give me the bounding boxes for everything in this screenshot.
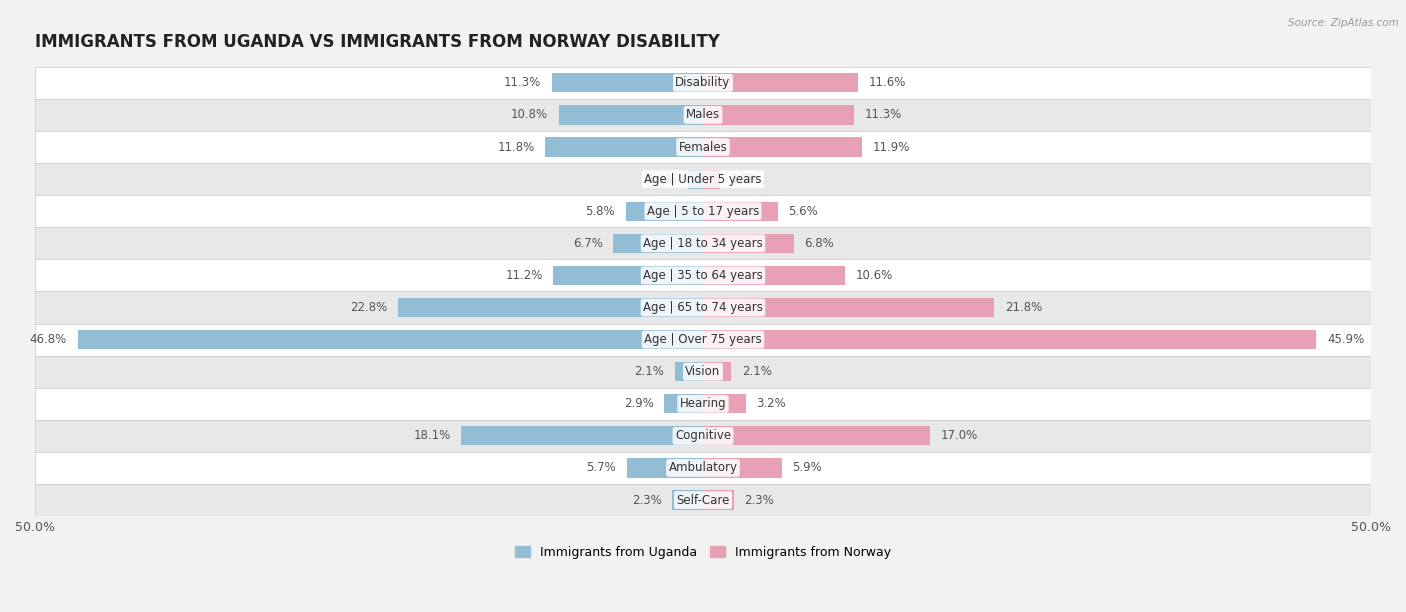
Text: 2.1%: 2.1% [634,365,664,378]
Bar [703,426,931,446]
Text: Source: ZipAtlas.com: Source: ZipAtlas.com [1288,18,1399,28]
Text: 11.3%: 11.3% [505,76,541,89]
Text: Vision: Vision [685,365,721,378]
Text: Age | 35 to 64 years: Age | 35 to 64 years [643,269,763,282]
Text: 11.9%: 11.9% [873,141,910,154]
Text: 45.9%: 45.9% [1327,333,1364,346]
Bar [703,298,994,317]
Text: Age | Under 5 years: Age | Under 5 years [644,173,762,185]
Bar [613,234,703,253]
Text: 2.1%: 2.1% [742,365,772,378]
Bar [77,330,703,349]
Text: Age | 5 to 17 years: Age | 5 to 17 years [647,205,759,218]
Text: 1.1%: 1.1% [648,173,678,185]
Bar [35,259,1371,291]
Text: 5.9%: 5.9% [793,461,823,474]
Bar [35,388,1371,420]
Bar [35,67,1371,99]
Text: Age | 18 to 34 years: Age | 18 to 34 years [643,237,763,250]
Bar [672,490,703,510]
Text: 22.8%: 22.8% [350,301,388,314]
Text: 2.9%: 2.9% [624,397,654,410]
Bar [664,394,703,413]
Text: 11.3%: 11.3% [865,108,901,121]
Bar [554,266,703,285]
Text: 11.6%: 11.6% [869,76,905,89]
Bar [703,266,845,285]
Text: Males: Males [686,108,720,121]
Text: Self-Care: Self-Care [676,493,730,507]
Text: 2.3%: 2.3% [631,493,662,507]
Bar [675,362,703,381]
Bar [703,362,731,381]
Bar [35,484,1371,516]
Bar [35,131,1371,163]
Bar [703,234,794,253]
Text: Ambulatory: Ambulatory [668,461,738,474]
Bar [35,324,1371,356]
Bar [703,73,858,92]
Bar [546,138,703,157]
Bar [35,99,1371,131]
Text: Cognitive: Cognitive [675,430,731,442]
Text: 5.6%: 5.6% [789,205,818,218]
Text: IMMIGRANTS FROM UGANDA VS IMMIGRANTS FROM NORWAY DISABILITY: IMMIGRANTS FROM UGANDA VS IMMIGRANTS FRO… [35,34,720,51]
Bar [703,490,734,510]
Bar [553,73,703,92]
Bar [35,227,1371,259]
Bar [35,452,1371,484]
Bar [35,195,1371,227]
Bar [703,394,745,413]
Text: 6.8%: 6.8% [804,237,834,250]
Text: 11.8%: 11.8% [498,141,534,154]
Text: 18.1%: 18.1% [413,430,450,442]
Legend: Immigrants from Uganda, Immigrants from Norway: Immigrants from Uganda, Immigrants from … [510,541,896,564]
Bar [703,170,720,188]
Bar [703,201,778,221]
Text: Females: Females [679,141,727,154]
Text: 3.2%: 3.2% [756,397,786,410]
Bar [703,458,782,477]
Text: Disability: Disability [675,76,731,89]
Text: 21.8%: 21.8% [1005,301,1042,314]
Text: Age | 65 to 74 years: Age | 65 to 74 years [643,301,763,314]
Bar [626,201,703,221]
Text: 10.8%: 10.8% [510,108,548,121]
Bar [689,170,703,188]
Bar [703,330,1316,349]
Bar [558,105,703,125]
Bar [35,163,1371,195]
Bar [627,458,703,477]
Bar [703,105,853,125]
Text: 17.0%: 17.0% [941,430,979,442]
Bar [398,298,703,317]
Text: 1.3%: 1.3% [731,173,761,185]
Bar [35,291,1371,324]
Text: 46.8%: 46.8% [30,333,67,346]
Text: 2.3%: 2.3% [744,493,775,507]
Text: 11.2%: 11.2% [505,269,543,282]
Text: Age | Over 75 years: Age | Over 75 years [644,333,762,346]
Text: 5.8%: 5.8% [585,205,614,218]
Bar [35,356,1371,388]
Text: 10.6%: 10.6% [855,269,893,282]
Bar [461,426,703,446]
Text: 5.7%: 5.7% [586,461,616,474]
Bar [35,420,1371,452]
Text: 6.7%: 6.7% [572,237,603,250]
Bar [703,138,862,157]
Text: Hearing: Hearing [679,397,727,410]
